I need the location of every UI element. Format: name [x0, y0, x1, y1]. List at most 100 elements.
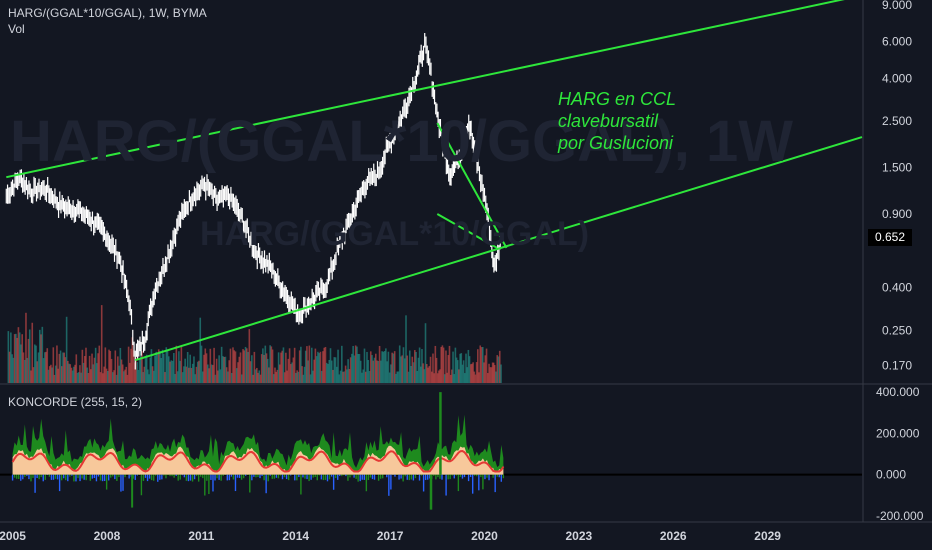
volume-bar	[424, 323, 427, 383]
volume-bar	[432, 353, 434, 383]
volume-bar	[164, 372, 166, 383]
volume-bar	[372, 360, 375, 383]
volume-bar	[303, 366, 306, 383]
volume-bar	[363, 348, 366, 383]
volume-bar	[468, 356, 471, 383]
volume-bar	[175, 345, 178, 383]
volume-bar	[99, 372, 102, 383]
volume-bar	[220, 346, 223, 383]
volume-bar	[465, 353, 467, 383]
volume-bar	[312, 370, 314, 383]
volume-bar	[210, 364, 213, 383]
volume-bar	[481, 346, 484, 383]
volume-bar	[292, 357, 295, 383]
current-price-tag: 0.652	[868, 229, 912, 246]
volume-bar	[120, 359, 123, 383]
annotation-line-3: por Guslucioni	[558, 133, 674, 153]
volume-bar	[464, 373, 466, 383]
volume-bar	[396, 371, 398, 383]
volume-bar	[466, 367, 468, 383]
volume-bar	[235, 368, 238, 383]
volume-bar	[319, 351, 322, 383]
volume-bar	[264, 345, 267, 383]
volume-bar	[181, 372, 184, 383]
volume-bar	[266, 358, 269, 383]
volume-bar	[15, 333, 17, 383]
volume-bar	[308, 345, 311, 383]
volume-bar	[190, 367, 193, 383]
volume-bar	[492, 362, 495, 383]
volume-bar	[246, 348, 248, 383]
volume-bar	[412, 362, 415, 383]
volume-bar	[160, 358, 163, 383]
volume-bar	[60, 366, 63, 383]
volume-bar	[45, 351, 47, 383]
volume-bar	[184, 358, 186, 383]
volume-bar	[393, 351, 396, 383]
indicator-label[interactable]: KONCORDE (255, 15, 2)	[8, 395, 143, 409]
volume-bar	[369, 351, 372, 383]
volume-bar	[222, 356, 224, 383]
volume-bar	[58, 353, 61, 383]
volume-bar	[346, 369, 348, 383]
volume-bar	[408, 350, 411, 383]
volume-bar	[390, 364, 392, 383]
volume-bar	[416, 370, 419, 383]
volume-bar	[348, 368, 351, 383]
trendline	[134, 136, 863, 362]
price-tick-label: 0.400	[882, 281, 912, 295]
volume-bar	[451, 369, 453, 383]
volume-bar	[109, 350, 112, 383]
volume-bar	[119, 347, 122, 383]
volume-bar	[62, 352, 64, 383]
volume-bar	[75, 354, 78, 383]
volume-bar	[329, 348, 332, 383]
volume-bar	[20, 344, 22, 383]
volume-bar	[159, 351, 161, 383]
volume-bar	[440, 346, 443, 383]
volume-bar	[26, 357, 29, 383]
volume-bar	[265, 353, 268, 383]
volume-bar	[259, 374, 262, 383]
volume-bar	[295, 372, 297, 383]
volume-bar	[333, 357, 336, 383]
volume-bar	[407, 371, 410, 383]
volume-bar	[87, 373, 90, 383]
volume-bar	[32, 367, 35, 383]
watermark-main: HARG/(GGAL*10/GGAL), 1W	[10, 109, 794, 174]
chart-title[interactable]: HARG/(GGAL*10/GGAL), 1W, BYMA	[8, 6, 207, 20]
volume-bar	[354, 345, 357, 383]
volume-bar	[469, 364, 472, 383]
volume-bar	[93, 357, 96, 383]
volume-bar	[454, 347, 457, 383]
volume-bar	[67, 360, 69, 383]
volume-bar	[104, 347, 107, 383]
volume-bar	[433, 373, 435, 383]
axis-layer: 9.000 6.000 4.000 2.500 1.500 0.900 0.400 0.250…	[0, 0, 924, 543]
koncorde-tick-label: -200.000	[876, 509, 924, 523]
volume-bar	[64, 357, 67, 383]
volume-bar	[323, 347, 326, 383]
volume-bar	[297, 371, 300, 383]
volume-bar	[199, 317, 202, 383]
volume-bar	[332, 369, 334, 383]
volume-bar	[398, 345, 401, 383]
volume-bar	[441, 345, 444, 383]
volume-label[interactable]: Vol	[8, 22, 25, 36]
volume-bar	[258, 370, 261, 383]
volume-bar	[315, 356, 318, 383]
volume-bar	[322, 351, 324, 383]
volume-bar	[478, 372, 480, 383]
volume-bar	[274, 367, 276, 383]
volume-bar	[165, 347, 168, 383]
volume-bar	[137, 369, 140, 383]
volume-bar	[419, 366, 422, 383]
volume-bar	[131, 337, 134, 383]
volume-bar	[415, 351, 417, 383]
volume-bar	[237, 362, 239, 383]
volume-bar	[381, 351, 383, 383]
volume-bar	[343, 371, 346, 383]
volume-bar	[262, 348, 264, 383]
